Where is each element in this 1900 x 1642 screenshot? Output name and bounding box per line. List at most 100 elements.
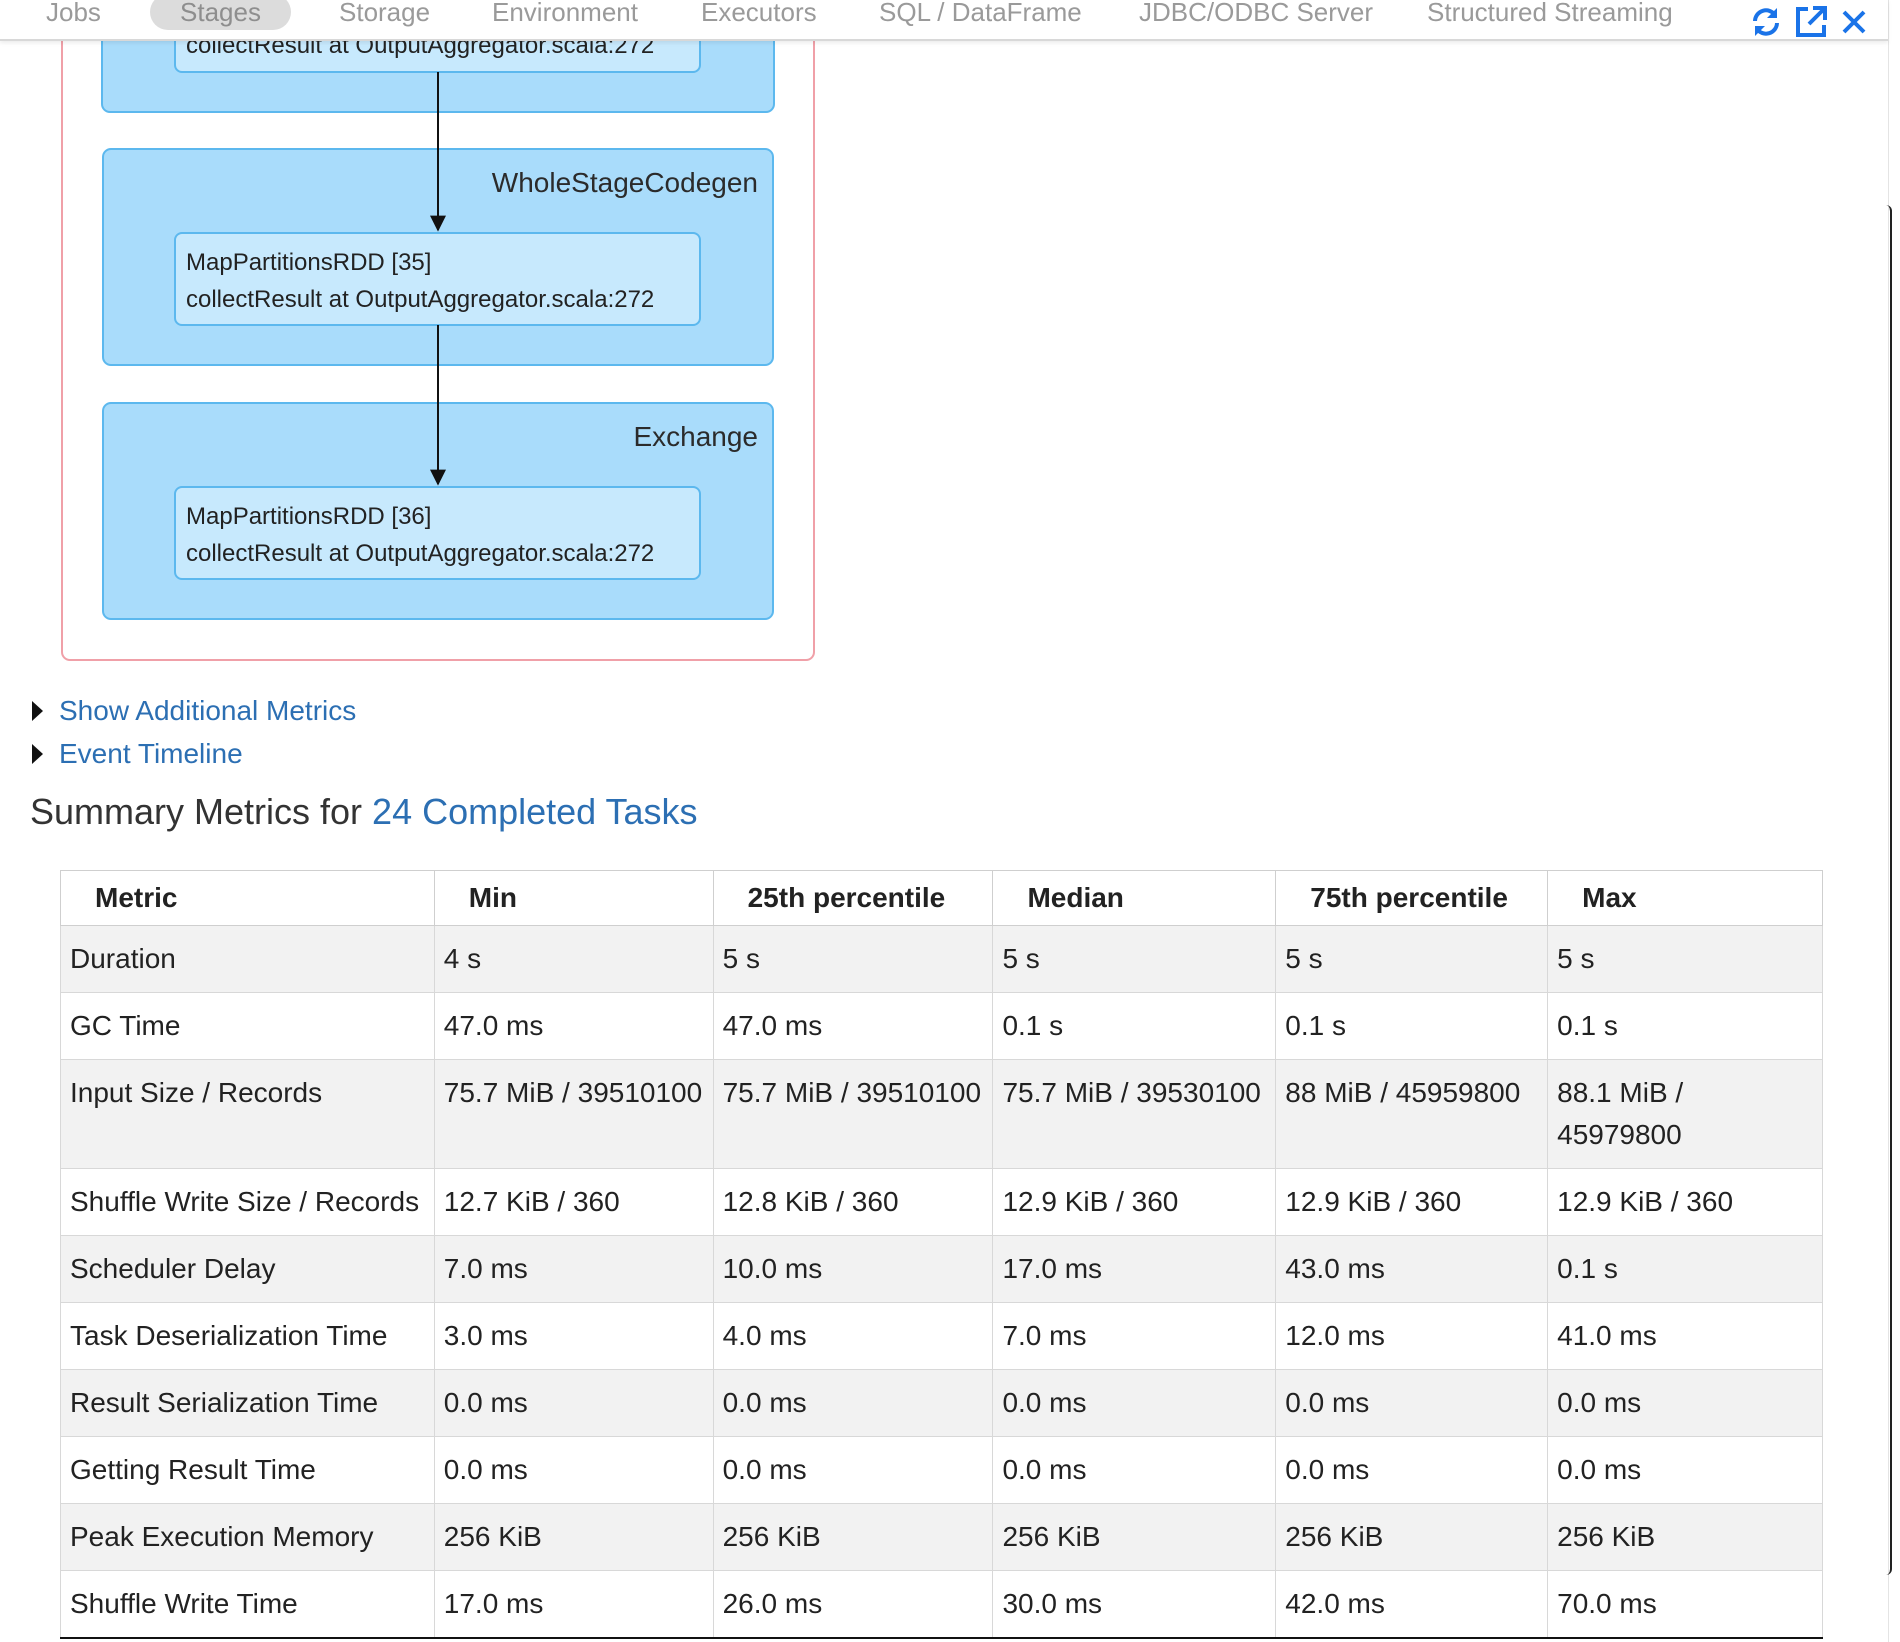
metric-value-cell: 5 s — [992, 925, 1277, 993]
metric-value-cell: 0.1 s — [1275, 992, 1549, 1060]
metric-value-cell: 7.0 ms — [992, 1302, 1277, 1370]
metric-value-cell: 5 s — [1547, 925, 1823, 993]
metric-value-cell: 42.0 ms — [1275, 1570, 1549, 1639]
nav-tab-jdbc-odbc-server[interactable]: JDBC/ODBC Server — [1139, 0, 1374, 27]
metric-value-cell: 12.8 KiB / 360 — [712, 1168, 994, 1236]
column-header-min[interactable]: Min — [433, 870, 714, 926]
metric-value-cell: 0.0 ms — [1547, 1436, 1823, 1504]
metric-value-cell: 17.0 ms — [433, 1570, 714, 1639]
window-edge-mark — [1884, 205, 1892, 1575]
table-row: Scheduler Delay 7.0 ms 10.0 ms 17.0 ms 4… — [60, 1235, 1823, 1303]
table-row: Task Deserialization Time 3.0 ms 4.0 ms … — [60, 1302, 1823, 1370]
metric-value-cell: 7.0 ms — [433, 1235, 714, 1303]
metric-name-cell: Shuffle Write Size / Records — [60, 1168, 435, 1236]
metric-value-cell: 256 KiB — [992, 1503, 1277, 1571]
metric-value-cell: 5 s — [712, 925, 994, 993]
dag-visualization — [61, 0, 815, 661]
table-row: Result Serialization Time 0.0 ms 0.0 ms … — [60, 1369, 1823, 1437]
show-additional-metrics-link[interactable]: Show Additional Metrics — [32, 695, 356, 727]
refresh-icon[interactable] — [1748, 4, 1784, 40]
metric-value-cell: 0.0 ms — [433, 1369, 714, 1437]
metric-value-cell: 70.0 ms — [1547, 1570, 1823, 1639]
close-icon[interactable] — [1838, 6, 1874, 42]
summary-metrics-heading: Summary Metrics for 24 Completed Tasks — [30, 791, 698, 833]
table-header-row: Metric Min 25th percentile Median 75th p… — [60, 870, 1823, 926]
column-header-max[interactable]: Max — [1547, 870, 1823, 926]
table-row: GC Time 47.0 ms 47.0 ms 0.1 s 0.1 s 0.1 … — [60, 992, 1823, 1060]
metric-value-cell: 47.0 ms — [433, 992, 714, 1060]
table-row: Input Size / Records 75.7 MiB / 39510100… — [60, 1059, 1823, 1169]
rdd-node-36-call: collectResult at OutputAggregator.scala:… — [186, 540, 655, 567]
metric-value-cell: 88 MiB / 45959800 — [1275, 1059, 1549, 1169]
metric-name-cell: Peak Execution Memory — [60, 1503, 435, 1571]
show-additional-metrics-label[interactable]: Show Additional Metrics — [59, 695, 357, 726]
nav-tab-sql-dataframe[interactable]: SQL / DataFrame — [879, 0, 1082, 27]
metric-name-cell: Input Size / Records — [60, 1059, 435, 1169]
table-row: Peak Execution Memory 256 KiB 256 KiB 25… — [60, 1503, 1823, 1571]
column-header-median[interactable]: Median — [992, 870, 1277, 926]
metric-value-cell: 256 KiB — [712, 1503, 994, 1571]
summary-metrics-table: Metric Min 25th percentile Median 75th p… — [60, 870, 1823, 1639]
metric-name-cell: Task Deserialization Time — [60, 1302, 435, 1370]
metric-value-cell: 12.9 KiB / 360 — [1275, 1168, 1549, 1236]
metric-value-cell: 0.0 ms — [1547, 1369, 1823, 1437]
completed-tasks-link[interactable]: 24 Completed Tasks — [372, 791, 698, 832]
event-timeline-link[interactable]: Event Timeline — [32, 738, 243, 770]
metric-value-cell: 88.1 MiB / 45979800 — [1547, 1059, 1823, 1169]
metric-value-cell: 0.0 ms — [712, 1369, 994, 1437]
metric-name-cell: Duration — [60, 925, 435, 993]
metric-value-cell: 0.0 ms — [992, 1436, 1277, 1504]
caret-right-icon — [32, 743, 43, 764]
metric-value-cell: 75.7 MiB / 39510100 — [712, 1059, 994, 1169]
top-navbar: Jobs Stages Storage Environment Executor… — [0, 0, 1888, 41]
metric-value-cell: 0.1 s — [992, 992, 1277, 1060]
metric-value-cell: 0.0 ms — [992, 1369, 1277, 1437]
metric-value-cell: 0.1 s — [1547, 1235, 1823, 1303]
metric-value-cell: 10.0 ms — [712, 1235, 994, 1303]
metric-name-cell: Scheduler Delay — [60, 1235, 435, 1303]
metric-value-cell: 0.0 ms — [712, 1436, 994, 1504]
rdd-node-35-name: MapPartitionsRDD [35] — [186, 249, 432, 276]
cluster-label-wholestagecodegen: WholeStageCodegen — [491, 167, 758, 198]
metric-value-cell: 26.0 ms — [712, 1570, 994, 1639]
nav-tab-environment[interactable]: Environment — [492, 0, 638, 27]
column-header-metric[interactable]: Metric — [60, 870, 435, 926]
column-header-25th-percentile[interactable]: 25th percentile — [712, 870, 994, 926]
metric-name-cell: Result Serialization Time — [60, 1369, 435, 1437]
metric-value-cell: 30.0 ms — [992, 1570, 1277, 1639]
nav-tab-storage[interactable]: Storage — [339, 0, 431, 27]
metric-value-cell: 47.0 ms — [712, 992, 994, 1060]
metric-value-cell: 0.1 s — [1547, 992, 1823, 1060]
caret-right-icon — [32, 700, 43, 721]
nav-tab-executors[interactable]: Executors — [701, 0, 817, 27]
nav-tab-stages[interactable]: Stages — [150, 0, 291, 30]
event-timeline-label[interactable]: Event Timeline — [59, 738, 243, 769]
metric-name-cell: Getting Result Time — [60, 1436, 435, 1504]
metric-value-cell: 4.0 ms — [712, 1302, 994, 1370]
metric-value-cell: 0.0 ms — [1275, 1369, 1549, 1437]
metric-value-cell: 0.0 ms — [433, 1436, 714, 1504]
metric-name-cell: Shuffle Write Time — [60, 1570, 435, 1639]
metric-value-cell: 4 s — [433, 925, 714, 993]
nav-tab-jobs[interactable]: Jobs — [46, 0, 101, 27]
column-header-75th-percentile[interactable]: 75th percentile — [1275, 870, 1549, 926]
rdd-node-36-name: MapPartitionsRDD [36] — [186, 503, 432, 530]
nav-tab-structured-streaming[interactable]: Structured Streaming — [1427, 0, 1673, 27]
metric-value-cell: 5 s — [1275, 925, 1549, 993]
open-external-icon[interactable] — [1793, 4, 1829, 40]
metric-value-cell: 12.7 KiB / 360 — [433, 1168, 714, 1236]
table-row: Shuffle Write Size / Records 12.7 KiB / … — [60, 1168, 1823, 1236]
table-row: Getting Result Time 0.0 ms 0.0 ms 0.0 ms… — [60, 1436, 1823, 1504]
metric-value-cell: 256 KiB — [1547, 1503, 1823, 1571]
metric-value-cell: 256 KiB — [1275, 1503, 1549, 1571]
metric-name-cell: GC Time — [60, 992, 435, 1060]
rdd-node-36[interactable] — [174, 486, 701, 580]
table-row: Duration 4 s 5 s 5 s 5 s 5 s — [60, 925, 1823, 993]
metric-value-cell: 12.0 ms — [1275, 1302, 1549, 1370]
metric-value-cell: 3.0 ms — [433, 1302, 714, 1370]
metric-value-cell: 17.0 ms — [992, 1235, 1277, 1303]
metric-value-cell: 12.9 KiB / 360 — [992, 1168, 1277, 1236]
table-row: Shuffle Write Time 17.0 ms 26.0 ms 30.0 … — [60, 1570, 1823, 1639]
metric-value-cell: 0.0 ms — [1275, 1436, 1549, 1504]
metric-value-cell: 256 KiB — [433, 1503, 714, 1571]
